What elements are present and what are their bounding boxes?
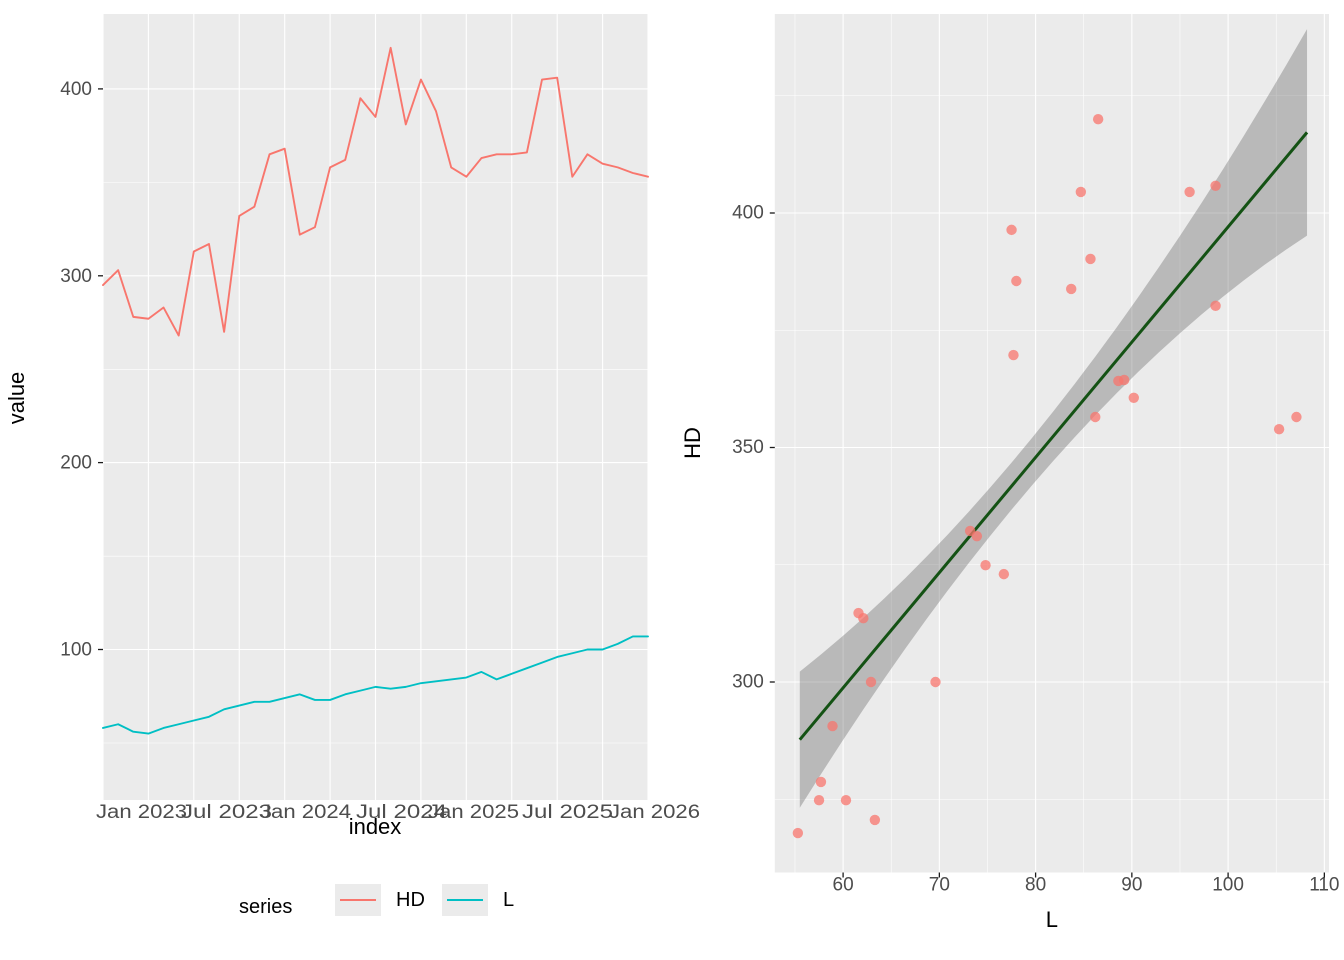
svg-text:HD: HD [680,427,705,459]
svg-text:110: 110 [1309,875,1339,896]
svg-text:Jan 2025: Jan 2025 [428,802,519,823]
svg-text:Jul 2025: Jul 2025 [522,802,613,823]
svg-text:80: 80 [1025,875,1046,896]
svg-text:Jan 2024: Jan 2024 [260,802,351,823]
svg-text:index: index [349,814,402,839]
svg-text:400: 400 [60,79,92,100]
svg-text:L: L [1046,907,1058,932]
svg-text:Jan 2026: Jan 2026 [609,802,700,823]
svg-text:value: value [4,372,29,425]
svg-text:Jul 2023: Jul 2023 [181,802,272,823]
svg-text:100: 100 [60,640,92,661]
svg-text:100: 100 [1212,875,1244,896]
svg-text:300: 300 [60,266,92,287]
svg-text:200: 200 [60,453,92,474]
svg-text:HD: HD [396,889,425,911]
svg-text:60: 60 [833,875,854,896]
svg-text:300: 300 [732,672,764,693]
svg-text:series: series [239,896,292,918]
svg-text:400: 400 [732,203,764,224]
svg-text:90: 90 [1121,875,1142,896]
svg-text:70: 70 [929,875,950,896]
svg-text:L: L [503,889,514,911]
svg-text:350: 350 [732,437,764,458]
svg-text:Jan 2023: Jan 2023 [96,802,187,823]
